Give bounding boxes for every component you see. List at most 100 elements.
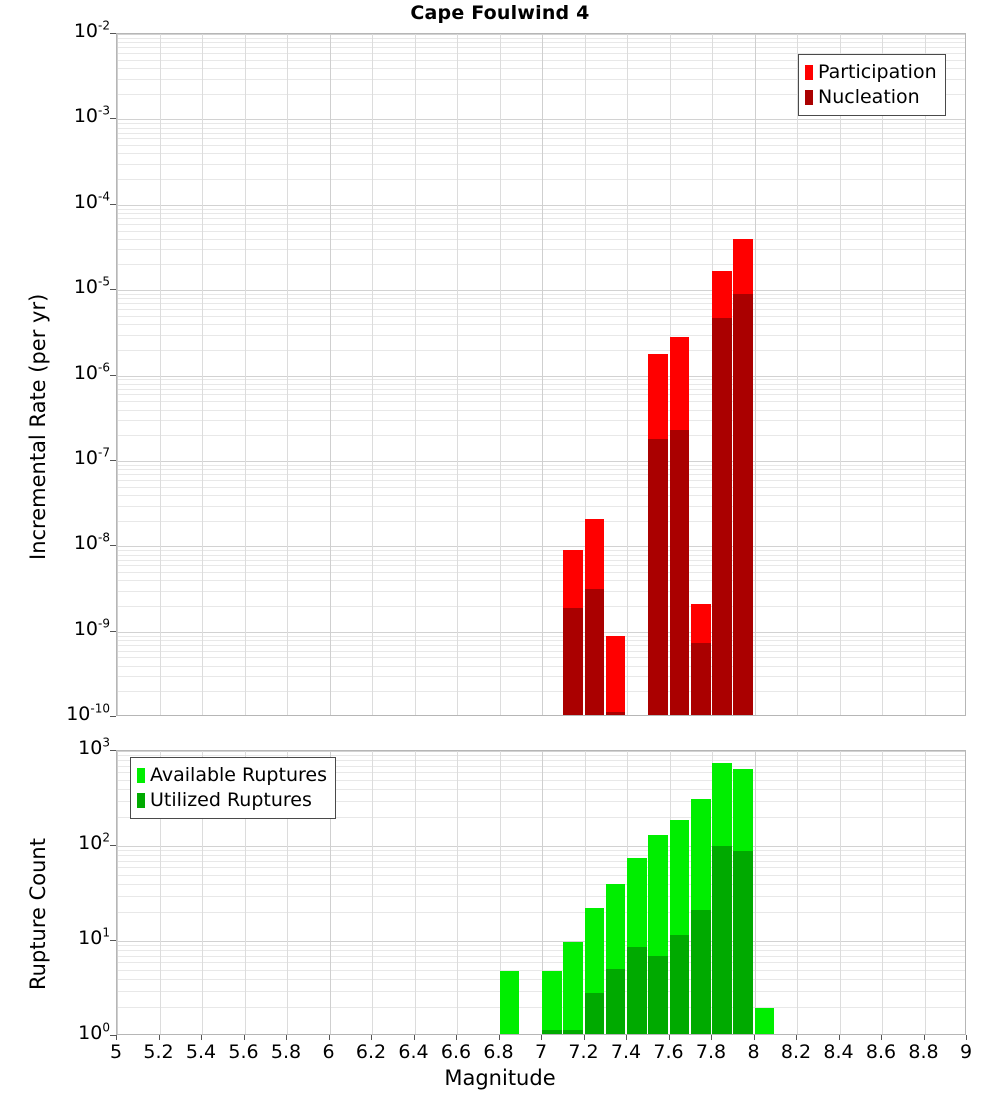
grid-bottom (117, 751, 965, 1034)
x-axis-tick-label: 8 (747, 1041, 760, 1063)
legend-label-nucleation: Nucleation (818, 86, 920, 108)
y-axis-tick-mark (110, 203, 116, 205)
x-axis-tick-label: 6.8 (483, 1041, 514, 1063)
bar (669, 819, 690, 1034)
x-axis-tick-label: 8.8 (908, 1041, 939, 1063)
y-axis-tick-mark (110, 630, 116, 632)
x-axis-tick-mark (583, 1035, 585, 1040)
x-axis-tick-label: 5.6 (228, 1041, 259, 1063)
y-axis-tick-mark (110, 1035, 116, 1036)
x-axis-tick-label: 5.4 (185, 1041, 217, 1063)
x-axis-tick-mark (158, 1035, 160, 1040)
bar-segment (542, 1030, 562, 1034)
bar (563, 550, 583, 715)
bar (690, 798, 711, 1034)
bars-rupture-count (117, 751, 965, 1034)
x-axis-tick-label: 7 (534, 1041, 548, 1063)
bar (605, 883, 626, 1034)
y-axis-tick-label: 102 (78, 830, 110, 854)
y-axis-tick-label: 10-6 (73, 360, 110, 384)
x-axis-tick-label: 6.4 (398, 1041, 429, 1063)
bar-segment (605, 711, 626, 715)
x-axis-tick-mark (796, 1035, 797, 1040)
bar-segment (690, 910, 711, 1034)
bar-segment (648, 439, 668, 715)
x-axis-tick-label: 6 (322, 1041, 335, 1063)
nucleation-swatch (805, 90, 813, 105)
utilized-ruptures-swatch (137, 793, 145, 808)
bar (648, 353, 668, 715)
legend-item-available-ruptures[interactable]: Available Ruptures (137, 763, 327, 788)
bar-segment (605, 969, 626, 1034)
y-axis-tick-label: 10-9 (73, 616, 110, 640)
bar-segment (584, 588, 605, 715)
x-axis-tick-label: 9 (959, 1041, 973, 1063)
bar-segment (563, 607, 583, 715)
x-axis-tick-label: 6.2 (355, 1041, 387, 1063)
y-axis-tick-mark (110, 33, 116, 34)
bar-segment (669, 935, 690, 1034)
x-axis-tick-mark (201, 1035, 202, 1040)
x-axis-tick-mark (286, 1035, 287, 1040)
legend-label-utilized-ruptures: Utilized Ruptures (150, 789, 312, 811)
rupture-count-plot-area (116, 750, 966, 1035)
bar-segment (563, 1030, 583, 1034)
page-title: Cape Foulwind 4 (410, 2, 590, 24)
bar (563, 942, 583, 1034)
x-axis-tick-label: 6.6 (440, 1041, 472, 1063)
x-axis-tick-mark (413, 1035, 415, 1040)
x-axis-tick-mark (626, 1035, 627, 1040)
available-ruptures-swatch (137, 768, 145, 783)
bar-segment (733, 294, 753, 715)
legend-item-participation[interactable]: Participation (805, 60, 937, 85)
x-axis-tick-mark (541, 1035, 542, 1040)
y-axis-tick-label: 10-2 (73, 18, 110, 42)
y-axis-tick-label: 100 (78, 1020, 110, 1044)
y-axis-tick-label: 10-3 (73, 104, 110, 128)
x-axis-tick-mark (371, 1035, 372, 1040)
y-axis-tick-label: 10-10 (66, 701, 110, 725)
x-axis-tick-label: 5.8 (270, 1041, 302, 1063)
bar (733, 768, 753, 1034)
bar (605, 635, 626, 715)
y-axis-tick-mark (110, 289, 116, 291)
bar (648, 834, 668, 1034)
y-axis-tick-label: 10-7 (73, 445, 110, 469)
legend-item-nucleation[interactable]: Nucleation (805, 85, 937, 110)
y-axis-tick-label: 10-4 (73, 189, 110, 213)
bar-segment (648, 956, 668, 1034)
legend-incremental-rate: Participation Nucleation (798, 54, 946, 116)
x-axis-tick-label: 5 (109, 1041, 123, 1063)
x-axis-tick-mark (243, 1035, 245, 1040)
x-axis-tick-label: 8.2 (780, 1041, 812, 1063)
bar (712, 762, 732, 1034)
x-axis-tick-mark (923, 1035, 925, 1040)
participation-swatch (805, 65, 813, 80)
x-axis-tick-mark (838, 1035, 840, 1040)
bar (712, 270, 732, 715)
x-axis-tick-label: 5.2 (143, 1041, 174, 1063)
y-axis-tick-label: 10-5 (73, 274, 110, 299)
x-axis-tick-label: 7.6 (653, 1041, 684, 1063)
y-axis-tick-label: 10-8 (73, 530, 110, 555)
y-axis-tick-label: 101 (78, 925, 110, 949)
y-axis-tick-mark (110, 750, 116, 751)
x-axis-tick-mark (328, 1035, 330, 1040)
y-axis-tick-mark (110, 374, 116, 376)
legend-item-utilized-ruptures[interactable]: Utilized Ruptures (137, 788, 327, 813)
bar (669, 336, 690, 715)
bar (584, 908, 605, 1034)
bar (733, 238, 753, 715)
y-axis-tick-label: 103 (78, 735, 110, 759)
bar (584, 518, 605, 715)
x-axis-tick-label: 8.6 (865, 1041, 897, 1063)
bar-segment (627, 946, 647, 1034)
incremental-rate-plot-area (116, 33, 966, 716)
bar (754, 1007, 775, 1034)
bars-incremental-rate (117, 34, 965, 715)
legend-rupture-count: Available Ruptures Utilized Ruptures (130, 757, 336, 819)
bar (690, 603, 711, 715)
x-axis-tick-mark (753, 1035, 755, 1040)
x-axis-tick-label: 7.2 (568, 1041, 599, 1063)
